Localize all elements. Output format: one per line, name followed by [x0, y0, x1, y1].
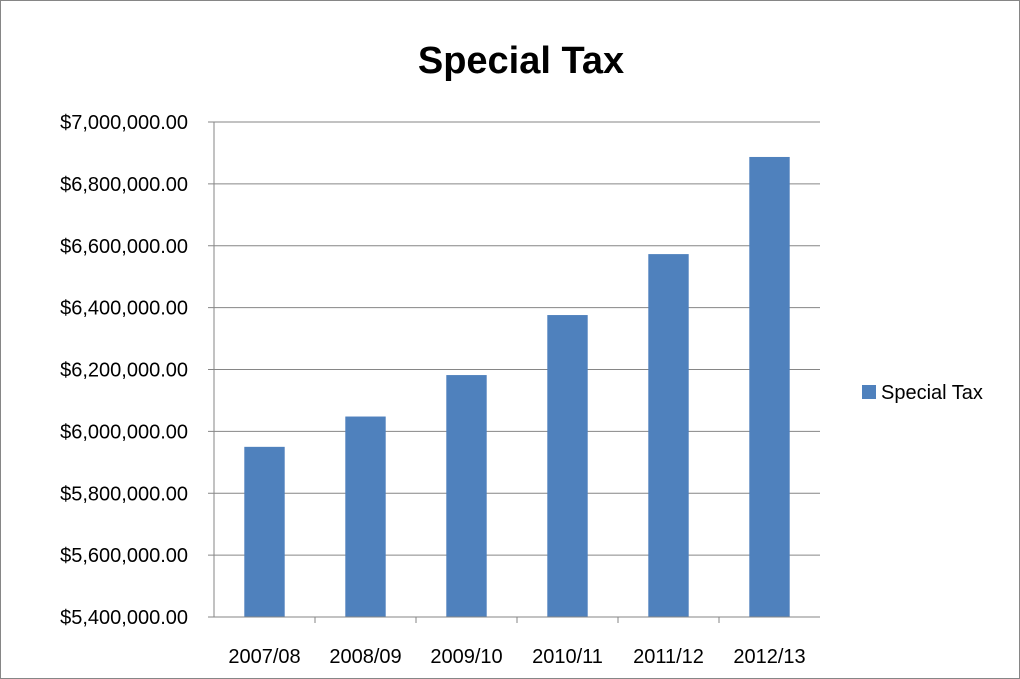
x-tick-label: 2009/10 — [430, 646, 502, 668]
y-tick-label: $7,000,000.00 — [60, 112, 188, 134]
legend-swatch — [862, 385, 876, 399]
bar — [547, 315, 588, 617]
y-tick-label: $6,400,000.00 — [60, 298, 188, 320]
x-tick-label: 2008/09 — [329, 646, 401, 668]
bar — [648, 254, 689, 617]
y-tick-label: $6,600,000.00 — [60, 236, 188, 258]
bar — [345, 416, 386, 617]
gridlines — [214, 121, 820, 556]
legend: Special Tax — [862, 382, 983, 404]
bar — [244, 446, 285, 617]
x-tick-label: 2012/13 — [733, 646, 805, 668]
bar — [446, 375, 487, 617]
legend-label: Special Tax — [881, 382, 983, 404]
x-tick-label: 2007/08 — [228, 646, 300, 668]
chart-title: Special Tax — [418, 40, 624, 82]
bars — [244, 156, 790, 617]
bar — [749, 156, 790, 617]
y-tick-labels: $5,400,000.00 $5,600,000.00 $5,800,000.00 $… — [60, 112, 188, 629]
x-tick-labels: 2007/08 2008/09 2009/10 2010/11 2011/12 2012/… — [228, 646, 805, 668]
y-tick-label: $6,000,000.00 — [60, 421, 188, 443]
x-tick-label: 2010/11 — [532, 646, 603, 668]
y-tick-label: $6,800,000.00 — [60, 174, 188, 196]
axes — [208, 121, 820, 623]
y-tick-label: $5,400,000.00 — [60, 607, 188, 629]
x-tick-label: 2011/12 — [633, 646, 704, 668]
y-tick-label: $6,200,000.00 — [60, 360, 188, 382]
y-tick-label: $5,800,000.00 — [60, 483, 188, 505]
y-tick-label: $5,600,000.00 — [60, 545, 188, 567]
